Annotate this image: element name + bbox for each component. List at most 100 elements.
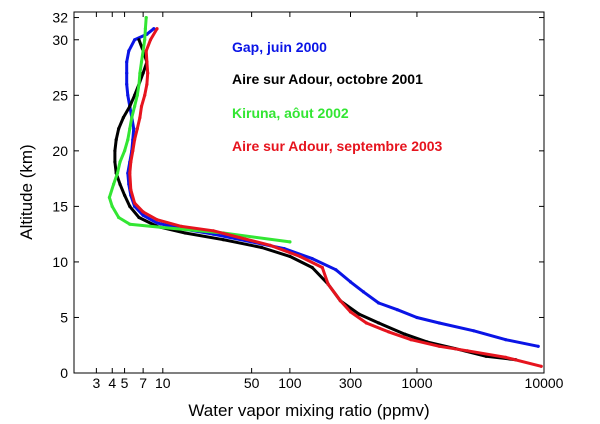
data-point (348, 310, 353, 314)
data-point (403, 332, 407, 336)
data-point (437, 321, 441, 325)
data-point (125, 82, 129, 86)
data-point (364, 321, 368, 325)
data-point (141, 49, 145, 53)
data-point (268, 243, 272, 247)
data-point (123, 149, 127, 153)
data-point (310, 265, 314, 270)
data-point (138, 115, 142, 120)
data-point (132, 127, 136, 131)
data-point (141, 71, 145, 75)
x-tick-label: 100 (278, 375, 302, 391)
data-point (144, 49, 148, 53)
legend-entry: Kiruna, aôut 2002 (232, 105, 349, 121)
x-tick-label: 4 (108, 375, 116, 391)
x-axis-title: Water vapor mixing ratio (ppmv) (188, 401, 429, 420)
data-point (155, 27, 159, 31)
data-point (126, 93, 130, 97)
data-point (310, 257, 314, 261)
x-tick-label: 50 (244, 375, 260, 391)
data-point (504, 338, 508, 342)
data-point (536, 344, 540, 348)
data-point (110, 204, 114, 208)
data-point (146, 71, 150, 75)
data-point (139, 60, 144, 64)
data-point (437, 344, 441, 348)
plot-frame (73, 11, 545, 374)
data-point (211, 229, 215, 233)
data-point (326, 282, 330, 286)
data-point (143, 93, 147, 97)
data-point (137, 82, 141, 86)
legend-entry: Gap, juin 2000 (232, 39, 327, 55)
data-point (334, 268, 338, 272)
data-point (113, 149, 117, 153)
data-point (415, 315, 419, 320)
data-point (128, 222, 132, 226)
data-point (139, 104, 144, 108)
legend-entry: Aire sur Adour, octobre 2001 (232, 71, 423, 87)
data-point (155, 221, 159, 225)
data-point (113, 160, 117, 164)
data-point (144, 16, 148, 20)
data-point (377, 301, 381, 305)
data-point (128, 204, 132, 208)
y-tick-label: 0 (60, 365, 68, 381)
data-point (237, 235, 241, 240)
data-point (133, 104, 137, 108)
data-point (298, 254, 302, 258)
data-point (539, 364, 543, 368)
data-point (348, 280, 353, 284)
data-point (118, 160, 122, 164)
data-point (183, 231, 187, 235)
data-point (115, 171, 120, 175)
y-tick-label: 5 (60, 309, 68, 325)
data-point (117, 215, 121, 220)
data-point (395, 308, 399, 312)
data-point (117, 127, 121, 131)
y-tick-label: 15 (52, 198, 68, 214)
data-point (137, 215, 141, 220)
data-point (130, 115, 134, 120)
x-tick-label: 7 (139, 375, 147, 391)
series-layer (107, 16, 543, 368)
data-point (125, 71, 129, 75)
data-point (126, 138, 130, 142)
legend: Gap, juin 2000 Aire sur Adour, octobre 20… (232, 39, 443, 154)
x-tick-label: 10 (155, 375, 171, 391)
data-point (357, 312, 361, 316)
data-point (141, 213, 145, 217)
data-point (129, 188, 133, 192)
data-point (361, 290, 366, 294)
data-point (135, 93, 139, 97)
data-point (221, 238, 225, 242)
data-point (138, 71, 142, 75)
data-point (107, 195, 111, 200)
data-point (145, 60, 149, 64)
data-point (133, 138, 137, 142)
data-point (133, 38, 137, 42)
data-point (143, 27, 147, 31)
data-point (131, 149, 135, 153)
data-point (145, 82, 149, 86)
x-tick-label: 1000 (401, 375, 432, 391)
y-tick-label: 10 (52, 254, 68, 270)
data-point (465, 349, 470, 353)
x-tick-label: 10000 (525, 375, 564, 391)
data-point (112, 182, 116, 186)
y-tick-label: 30 (52, 32, 68, 48)
series-line (113, 38, 518, 362)
x-tick-label: 5 (121, 375, 129, 391)
data-point (161, 225, 165, 230)
y-axis-title: Altitude (km) (17, 144, 36, 239)
data-point (128, 127, 132, 131)
data-point (128, 104, 132, 108)
series-3 (128, 27, 543, 368)
data-point (133, 93, 137, 97)
data-point (123, 193, 127, 197)
data-point (148, 38, 153, 42)
data-point (141, 210, 145, 214)
data-point (135, 127, 139, 131)
